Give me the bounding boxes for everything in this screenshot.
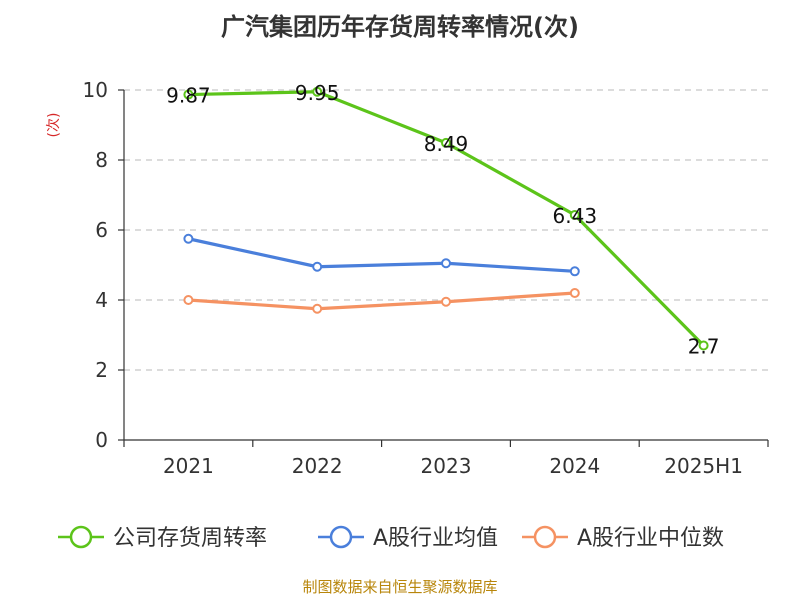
legend-label-0: 公司存货周转率 (113, 526, 267, 551)
point-0-0 (183, 89, 194, 100)
y-tick-label-4: 4 (95, 288, 108, 312)
x-tick-label-2023: 2023 (421, 454, 472, 478)
legend-label-1: A股行业均值 (373, 526, 498, 551)
y-tick-label-2: 2 (95, 358, 108, 382)
legend[interactable]: 公司存货周转率 A股行业均值 A股行业中位数 (58, 525, 724, 551)
point-2-2 (441, 296, 451, 307)
legend-item-0[interactable]: 公司存货周转率 (58, 525, 267, 551)
y-tick-label-6: 6 (95, 218, 108, 242)
x-tick-label-2025H1: 2025H1 (664, 454, 743, 478)
legend-item-2[interactable]: A股行业中位数 (522, 525, 724, 551)
point-2-3 (569, 288, 580, 298)
y-tick-label-8: 8 (95, 148, 108, 172)
series-line-0 (188, 90, 705, 347)
source-note: 制图数据来自恒生聚源数据库 (302, 578, 497, 596)
data-label-0-1: 9.95 (295, 81, 340, 105)
data-labels: 9.87 9.95 8.49 6.43 2.7 (166, 81, 719, 359)
point-2-1 (312, 303, 323, 314)
x-tick-label-2022: 2022 (292, 454, 343, 478)
series-line-2 (188, 291, 575, 311)
point-1-0 (183, 233, 194, 244)
chart-title: 广汽集团历年存货周转率情况(次) (221, 13, 579, 41)
point-0-3 (569, 209, 580, 220)
data-label-0-2: 8.49 (424, 132, 469, 156)
x-tick-label-2024: 2024 (549, 454, 600, 478)
point-1-2 (441, 258, 451, 269)
series-0 (183, 86, 709, 351)
point-1-1 (312, 261, 323, 272)
data-label-0-4: 2.7 (688, 335, 720, 359)
point-0-2 (441, 137, 451, 148)
axes (118, 89, 769, 447)
point-2-0 (183, 295, 194, 305)
x-tick-labels: 2021 2022 2023 2024 2025H1 (163, 454, 743, 478)
series-2 (183, 288, 580, 314)
legend-item-1[interactable]: A股行业均值 (318, 525, 498, 551)
series-line-1 (188, 237, 575, 273)
x-tick-label-2021: 2021 (163, 454, 214, 478)
legend-marker-0 (69, 525, 93, 549)
point-1-3 (569, 266, 580, 277)
point-0-1 (312, 86, 323, 97)
legend-marker-2 (533, 525, 557, 549)
y-axis-label: (次) (46, 113, 62, 138)
data-label-0-3: 6.43 (553, 204, 598, 228)
legend-label-2: A股行业中位数 (577, 526, 724, 551)
point-0-4 (698, 340, 709, 351)
data-label-0-0: 9.87 (166, 84, 211, 108)
y-tick-labels: 0 2 4 6 8 10 (83, 78, 108, 452)
series-group (183, 86, 709, 351)
legend-marker-1 (329, 525, 353, 549)
y-tick-label-10: 10 (83, 78, 108, 102)
y-tick-label-0: 0 (95, 428, 108, 452)
series-1 (183, 233, 580, 277)
